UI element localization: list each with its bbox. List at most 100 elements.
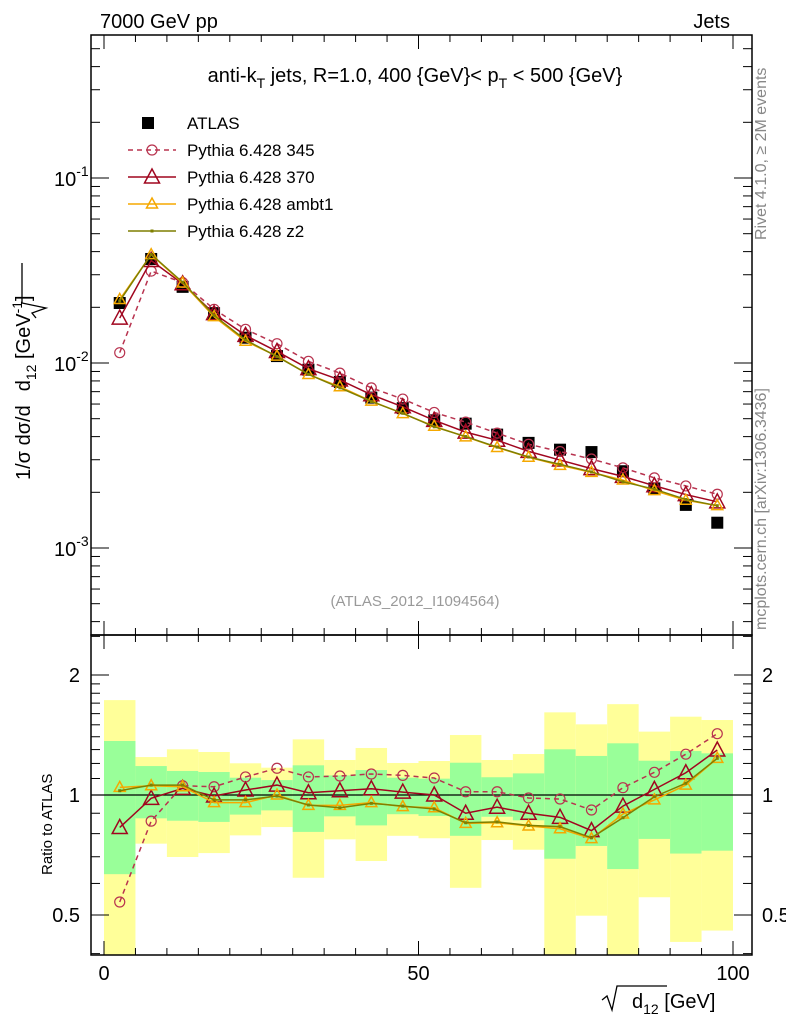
stat-uncertainty-band xyxy=(135,766,167,819)
mc-marker-main xyxy=(244,338,248,342)
legend: ATLAS Pythia 6.428 345 Pythia 6.428 370 Pyt… xyxy=(128,114,333,241)
mc-marker-ratio xyxy=(207,795,221,808)
mc-marker-main xyxy=(616,472,630,485)
mc-marker-main xyxy=(527,455,531,459)
stat-uncertainty-band xyxy=(104,741,136,875)
mc-marker-main xyxy=(275,355,279,359)
mc-marker-main xyxy=(397,393,409,405)
mc-marker-main xyxy=(114,347,126,359)
legend-marker xyxy=(143,167,161,184)
y-tick-label: 10-2 xyxy=(54,348,89,376)
legend-atlas-marker xyxy=(142,117,154,129)
legend-marker xyxy=(145,196,159,209)
mc-marker-main xyxy=(491,427,503,439)
mc-marker-main xyxy=(334,367,346,379)
mc-marker-ratio xyxy=(491,786,503,798)
y-label-sqrt-sign xyxy=(21,263,49,319)
axes: 0 50 100 10-1 10-2 10-3 2 2 1 1 0.5 0.5 xyxy=(52,34,786,985)
mc-marker-main xyxy=(212,313,216,317)
mc-marker-main xyxy=(369,399,373,403)
stat-uncertainty-band xyxy=(670,751,702,854)
mc-marker-ratio xyxy=(338,806,342,810)
x-axis-label: d12 [GeV] xyxy=(632,991,715,1017)
mc-marker-ratio xyxy=(527,823,531,827)
mc-marker-ratio xyxy=(394,782,412,799)
mc-marker-ratio xyxy=(495,820,499,824)
ratio-y-tick-label-right: 1 xyxy=(762,785,773,807)
mc-marker-ratio xyxy=(428,772,440,784)
mc-marker-main xyxy=(464,435,468,439)
mc-marker-ratio xyxy=(401,804,405,808)
x-tick-label: 0 xyxy=(98,963,109,985)
mcplots-label: mcplots.cern.ch [arXiv:1306.3436] xyxy=(753,388,770,630)
atlas-data-point xyxy=(711,516,724,529)
mc-marker-main xyxy=(589,470,593,474)
ratio-y-axis-label: Ratio to ATLAS xyxy=(39,774,56,875)
mc-marker-ratio xyxy=(181,783,185,787)
mc-marker-ratio xyxy=(488,797,506,814)
mc-marker-ratio xyxy=(432,807,436,811)
mc-marker-main xyxy=(684,497,688,501)
mc-marker-ratio xyxy=(302,771,315,783)
mc-line-main xyxy=(119,270,718,495)
mc-marker-main xyxy=(428,406,440,419)
mc-marker-ratio xyxy=(334,770,346,782)
mc-marker-main xyxy=(302,355,315,367)
mc-marker-main xyxy=(207,309,221,322)
mc-marker-main xyxy=(460,416,472,428)
mc-marker-main xyxy=(333,379,347,392)
legend-marker xyxy=(146,144,158,156)
analysis-id: (ATLAS_2012_I1094564) xyxy=(330,593,499,610)
mc-marker-ratio xyxy=(271,762,283,774)
ratio-uncertainty-bands xyxy=(91,700,752,955)
stat-uncertainty-band xyxy=(701,753,733,851)
mc-marker-ratio xyxy=(114,896,126,908)
mc-marker-main xyxy=(365,382,377,394)
plot-title: anti-kT jets, R=1.0, 400 {GeV}< pT < 500… xyxy=(208,65,623,91)
mc-marker-ratio xyxy=(715,756,719,760)
mc-marker-ratio xyxy=(710,750,725,764)
stat-uncertainty-band xyxy=(166,770,199,821)
ratio-y-tick-label-right: 0.5 xyxy=(762,905,786,927)
mc-marker-main xyxy=(118,299,122,303)
ratio-y-tick-label-right: 2 xyxy=(762,665,773,687)
mc-marker-ratio xyxy=(208,781,220,793)
x-tick-label: 100 xyxy=(716,963,749,985)
header-category: Jets xyxy=(693,11,730,33)
mc-marker-ratio xyxy=(621,816,625,820)
mc-marker-main xyxy=(112,291,127,305)
mc-marker-main xyxy=(306,372,310,376)
mc-marker-ratio xyxy=(331,781,349,798)
mc-marker-ratio xyxy=(275,794,279,798)
mc-marker-main xyxy=(652,487,656,491)
mc-marker-ratio xyxy=(238,795,253,808)
ratio-y-tick-label-left: 2 xyxy=(69,665,80,687)
ratio-plot-marks xyxy=(110,728,727,908)
ratio-y-tick-label-left: 1 xyxy=(69,785,80,807)
mc-marker-ratio xyxy=(142,788,160,806)
y-axis-label: 1/σ dσ/dd12 [GeV-1] xyxy=(9,295,39,480)
mc-marker-ratio xyxy=(268,775,286,792)
y-tick-label: 10-3 xyxy=(54,533,89,561)
mc-marker-ratio xyxy=(648,766,660,778)
legend-label: Pythia 6.428 345 xyxy=(187,141,315,160)
mc-marker-ratio xyxy=(711,728,723,740)
mc-marker-ratio xyxy=(584,831,599,844)
mc-marker-main xyxy=(558,462,562,466)
mc-marker-main xyxy=(495,445,499,449)
mc-line-ratio xyxy=(119,757,718,839)
mc-marker-main xyxy=(175,275,190,288)
mc-marker-main xyxy=(680,480,692,492)
mc-marker-ratio xyxy=(460,786,472,798)
mc-marker-main xyxy=(401,411,405,415)
mc-marker-ratio xyxy=(365,768,377,780)
mc-marker-ratio xyxy=(397,769,409,781)
mc-marker-main xyxy=(149,252,153,256)
mc-marker-main xyxy=(144,247,158,260)
mc-marker-ratio xyxy=(652,795,656,799)
y-tick-label: 10-1 xyxy=(54,163,89,191)
header-energy: 7000 GeV pp xyxy=(100,11,218,33)
mc-marker-ratio xyxy=(306,803,310,807)
mc-marker-ratio xyxy=(684,781,688,785)
mc-marker-ratio xyxy=(145,815,157,827)
